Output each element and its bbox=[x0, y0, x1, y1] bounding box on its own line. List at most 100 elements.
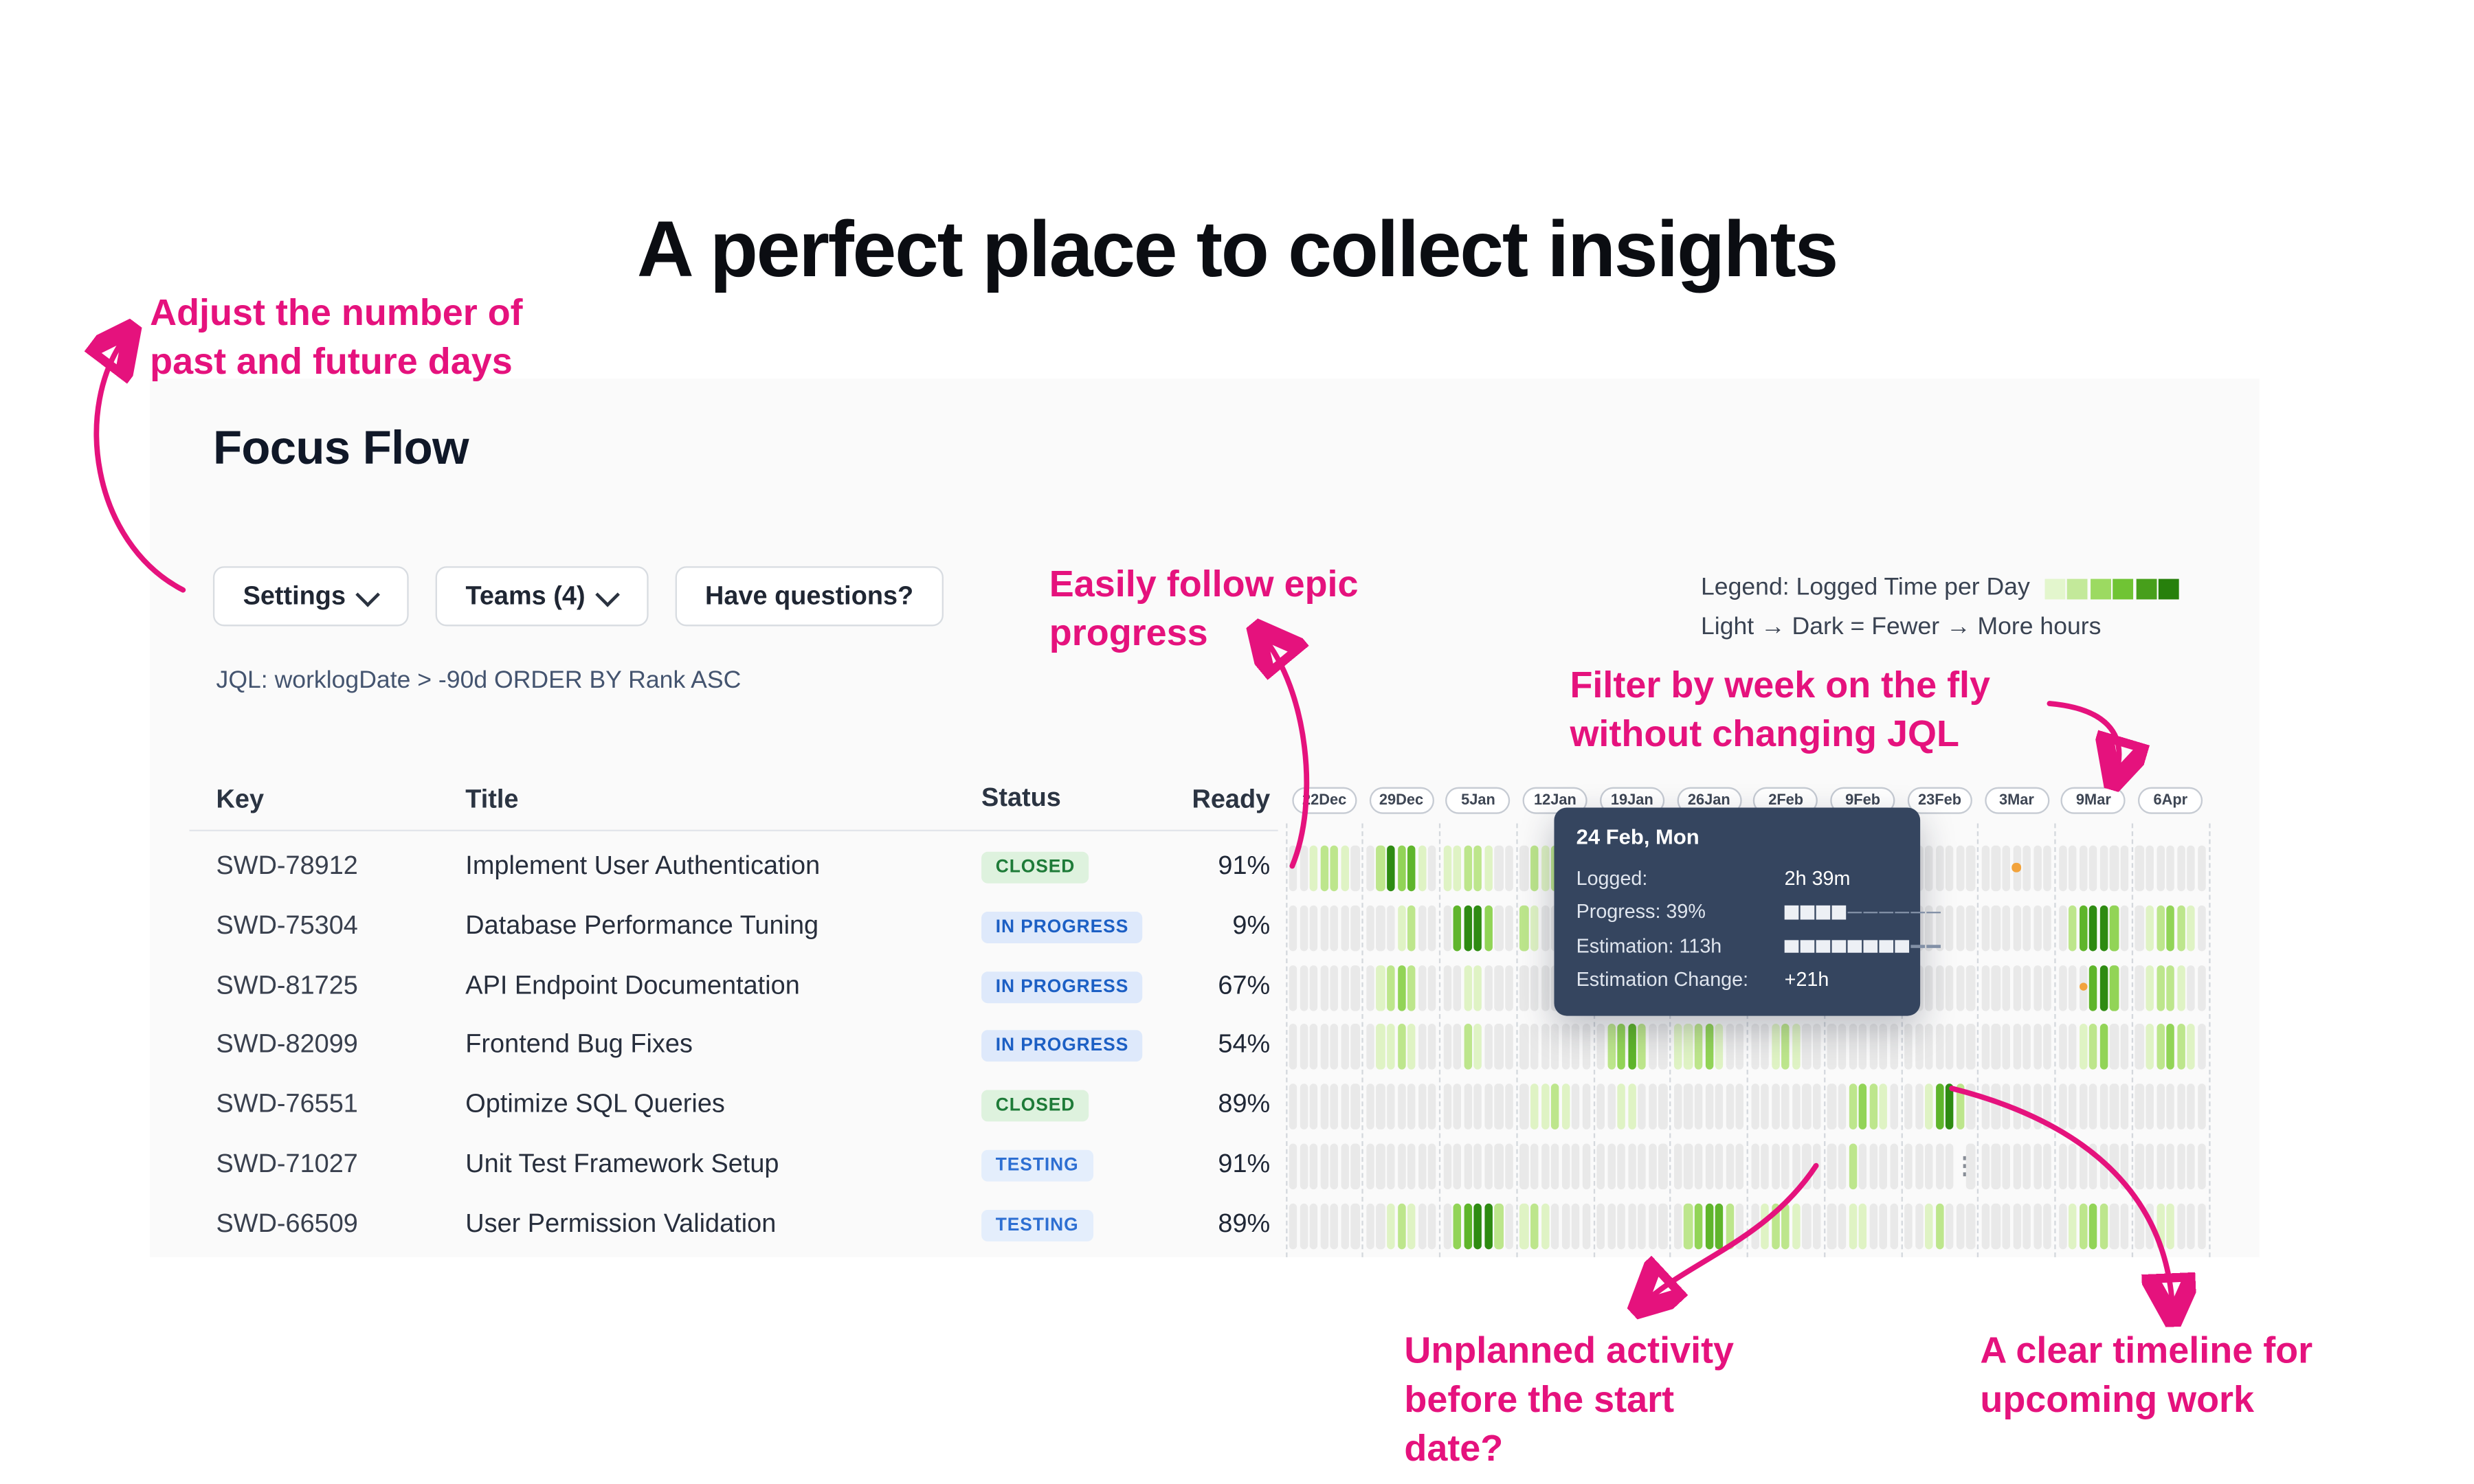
day-cell[interactable] bbox=[2012, 965, 2021, 1011]
day-cell[interactable] bbox=[1428, 1203, 1436, 1249]
day-cell[interactable] bbox=[1289, 1203, 1298, 1249]
day-cell[interactable] bbox=[1407, 1143, 1416, 1190]
day-cell[interactable] bbox=[1750, 1083, 1759, 1130]
day-cell[interactable] bbox=[1540, 1024, 1549, 1070]
day-cell[interactable] bbox=[2043, 1203, 2052, 1249]
day-cell[interactable] bbox=[2079, 1083, 2088, 1130]
day-cell[interactable] bbox=[1596, 1203, 1605, 1249]
day-cell[interactable] bbox=[1858, 1203, 1867, 1249]
day-cell[interactable] bbox=[2146, 1083, 2154, 1130]
day-cell[interactable] bbox=[1981, 1083, 1990, 1130]
day-cell[interactable] bbox=[1561, 1203, 1570, 1249]
day-cell[interactable] bbox=[1617, 1024, 1626, 1070]
day-cell[interactable] bbox=[1443, 845, 1451, 892]
day-cell[interactable] bbox=[1453, 845, 1462, 892]
day-cell[interactable] bbox=[1504, 1143, 1513, 1190]
day-cell[interactable] bbox=[1953, 1144, 1978, 1190]
day-cell[interactable] bbox=[1530, 1143, 1539, 1190]
day-cell[interactable] bbox=[2099, 905, 2108, 951]
day-cell[interactable] bbox=[1351, 1024, 1360, 1070]
day-cell[interactable] bbox=[1966, 845, 1975, 892]
day-cell[interactable] bbox=[1473, 1083, 1482, 1130]
day-cell[interactable] bbox=[1418, 1024, 1426, 1070]
week-pill[interactable]: 9Mar bbox=[2061, 787, 2126, 814]
day-cell[interactable] bbox=[1464, 1203, 1472, 1249]
day-cell[interactable] bbox=[2197, 965, 2206, 1011]
day-cell[interactable] bbox=[1858, 1083, 1867, 1130]
day-cell[interactable] bbox=[1484, 905, 1493, 951]
day-cell[interactable] bbox=[1443, 905, 1451, 951]
day-cell[interactable] bbox=[1428, 965, 1436, 1011]
day-cell[interactable] bbox=[1966, 1143, 1975, 1190]
day-cell[interactable] bbox=[2156, 845, 2165, 892]
day-cell[interactable] bbox=[1519, 1203, 1528, 1249]
day-cell[interactable] bbox=[1925, 1143, 1934, 1190]
day-cell[interactable] bbox=[2156, 1024, 2165, 1070]
day-cell[interactable] bbox=[1704, 1024, 1713, 1070]
day-cell[interactable] bbox=[1761, 1083, 1770, 1130]
day-cell[interactable] bbox=[1684, 1203, 1693, 1249]
day-cell[interactable] bbox=[1310, 1143, 1319, 1190]
day-cell[interactable] bbox=[1519, 1143, 1528, 1190]
day-cell[interactable] bbox=[1464, 845, 1472, 892]
day-cell[interactable] bbox=[1704, 1203, 1713, 1249]
day-cell[interactable] bbox=[1407, 905, 1416, 951]
day-cell[interactable] bbox=[2002, 1024, 2011, 1070]
day-cell[interactable] bbox=[1673, 1024, 1682, 1070]
day-cell[interactable] bbox=[1519, 1083, 1528, 1130]
day-cell[interactable] bbox=[1519, 845, 1528, 892]
day-cell[interactable] bbox=[1387, 845, 1396, 892]
week-pill[interactable]: 23Feb bbox=[1907, 787, 1972, 814]
day-cell[interactable] bbox=[1310, 1024, 1319, 1070]
day-cell[interactable] bbox=[1397, 1024, 1405, 1070]
day-cell[interactable] bbox=[2187, 965, 2196, 1011]
day-cell[interactable] bbox=[1858, 1024, 1867, 1070]
day-cell[interactable] bbox=[1992, 1143, 2001, 1190]
day-cell[interactable] bbox=[1310, 965, 1319, 1011]
day-cell[interactable] bbox=[1792, 1024, 1801, 1070]
day-cell[interactable] bbox=[2120, 1024, 2129, 1070]
day-cell[interactable] bbox=[1484, 845, 1493, 892]
day-cell[interactable] bbox=[2135, 1143, 2144, 1190]
day-cell[interactable] bbox=[1771, 1143, 1780, 1190]
day-cell[interactable] bbox=[1946, 845, 1954, 892]
day-cell[interactable] bbox=[1320, 1083, 1329, 1130]
day-cell[interactable] bbox=[1530, 1083, 1539, 1130]
day-cell[interactable] bbox=[1992, 1083, 2001, 1130]
day-cell[interactable] bbox=[1992, 905, 2001, 951]
day-cell[interactable] bbox=[2058, 905, 2067, 951]
table-row[interactable]: SWD-71027 Unit Test Framework Setup TESTIN… bbox=[190, 1137, 2260, 1197]
day-cell[interactable] bbox=[1504, 965, 1513, 1011]
day-cell[interactable] bbox=[1915, 1083, 1924, 1130]
day-cell[interactable] bbox=[2110, 845, 2119, 892]
day-cell[interactable] bbox=[1443, 1203, 1451, 1249]
day-cell[interactable] bbox=[1992, 965, 2001, 1011]
day-cell[interactable] bbox=[2069, 965, 2077, 1011]
day-cell[interactable] bbox=[1673, 1203, 1682, 1249]
day-cell[interactable] bbox=[1581, 1203, 1590, 1249]
day-cell[interactable] bbox=[2002, 1083, 2011, 1130]
day-cell[interactable] bbox=[1781, 1203, 1790, 1249]
day-cell[interactable] bbox=[1330, 845, 1339, 892]
day-cell[interactable] bbox=[2099, 1024, 2108, 1070]
day-cell[interactable] bbox=[1397, 965, 1405, 1011]
day-cell[interactable] bbox=[1715, 1143, 1724, 1190]
day-cell[interactable] bbox=[2012, 845, 2022, 892]
table-row[interactable]: SWD-78912 Implement User Authentication CL… bbox=[190, 839, 2260, 899]
day-cell[interactable] bbox=[2089, 905, 2098, 951]
day-cell[interactable] bbox=[2099, 1143, 2108, 1190]
day-cell[interactable] bbox=[1838, 1083, 1847, 1130]
day-cell[interactable] bbox=[1530, 1024, 1539, 1070]
day-cell[interactable] bbox=[1428, 845, 1436, 892]
table-row[interactable]: SWD-66509 User Permission Validation TESTI… bbox=[190, 1197, 2260, 1257]
day-cell[interactable] bbox=[1453, 1024, 1462, 1070]
day-cell[interactable] bbox=[1802, 1083, 1811, 1130]
day-cell[interactable] bbox=[1827, 1083, 1836, 1130]
day-cell[interactable] bbox=[1992, 1203, 2001, 1249]
day-cell[interactable] bbox=[1464, 905, 1472, 951]
day-cell[interactable] bbox=[1581, 1083, 1590, 1130]
day-cell[interactable] bbox=[1673, 1083, 1682, 1130]
day-cell[interactable] bbox=[2156, 905, 2165, 951]
day-cell[interactable] bbox=[1827, 1143, 1836, 1190]
day-cell[interactable] bbox=[1407, 965, 1416, 1011]
